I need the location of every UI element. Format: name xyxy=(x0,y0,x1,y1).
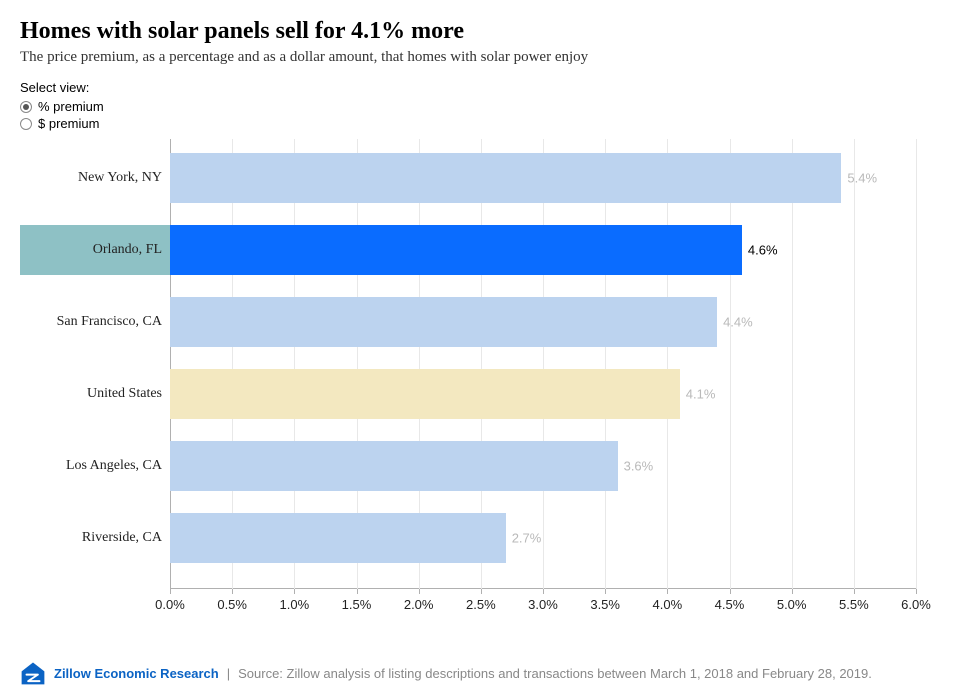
x-tick-label: 2.0% xyxy=(404,597,434,612)
bar[interactable] xyxy=(170,513,506,563)
view-option-label: % premium xyxy=(38,99,104,114)
x-tick xyxy=(170,589,171,594)
bar[interactable] xyxy=(170,297,717,347)
bar-value-label: 4.6% xyxy=(748,243,778,258)
bar-value-label: 2.7% xyxy=(512,531,542,546)
x-tick-label: 1.0% xyxy=(280,597,310,612)
y-axis-label[interactable]: San Francisco, CA xyxy=(20,297,170,347)
bar-row: 4.4% xyxy=(170,297,916,347)
x-tick xyxy=(792,589,793,594)
x-tick xyxy=(916,589,917,594)
x-tick-label: 3.0% xyxy=(528,597,558,612)
bar-row: 4.6% xyxy=(170,225,916,275)
y-axis-label[interactable]: New York, NY xyxy=(20,153,170,203)
bar-row: 4.1% xyxy=(170,369,916,419)
x-tick xyxy=(232,589,233,594)
x-tick xyxy=(667,589,668,594)
x-tick xyxy=(730,589,731,594)
footer-source: Source: Zillow analysis of listing descr… xyxy=(238,666,872,681)
x-tick-label: 5.0% xyxy=(777,597,807,612)
x-tick xyxy=(419,589,420,594)
x-tick-label: 2.5% xyxy=(466,597,496,612)
radio-icon xyxy=(20,118,32,130)
view-option-1[interactable]: $ premium xyxy=(20,116,940,131)
footer: Zillow Economic Research | Source: Zillo… xyxy=(20,660,940,686)
bar[interactable] xyxy=(170,441,618,491)
zillow-logo-icon xyxy=(20,660,46,686)
y-axis-label[interactable]: Riverside, CA xyxy=(20,513,170,563)
x-tick xyxy=(605,589,606,594)
view-option-0[interactable]: % premium xyxy=(20,99,940,114)
bar[interactable] xyxy=(170,225,742,275)
x-tick xyxy=(481,589,482,594)
bar[interactable] xyxy=(170,369,680,419)
y-axis-label[interactable]: Orlando, FL xyxy=(20,225,170,275)
bar-value-label: 4.4% xyxy=(723,315,753,330)
x-tick xyxy=(854,589,855,594)
bar-value-label: 3.6% xyxy=(624,459,654,474)
x-tick-label: 4.5% xyxy=(715,597,745,612)
y-axis-label[interactable]: Los Angeles, CA xyxy=(20,441,170,491)
bar-row: 3.6% xyxy=(170,441,916,491)
chart: 0.0% 0.5% 1.0% 1.5% 2.0% 2.5% 3.0% 3.5% 4.0% 4.5%… xyxy=(20,139,940,629)
y-axis-label[interactable]: United States xyxy=(20,369,170,419)
view-controls: Select view: % premium $ premium xyxy=(20,80,940,131)
footer-brand: Zillow Economic Research xyxy=(54,666,219,681)
x-tick xyxy=(357,589,358,594)
x-tick-label: 3.5% xyxy=(590,597,620,612)
x-tick-label: 0.0% xyxy=(155,597,185,612)
chart-plot-area: 0.0%0.5%1.0%1.5%2.0%2.5%3.0%3.5%4.0%4.5%… xyxy=(170,139,916,589)
bar-value-label: 5.4% xyxy=(847,171,877,186)
x-tick-label: 6.0% xyxy=(901,597,931,612)
page-title: Homes with solar panels sell for 4.1% mo… xyxy=(20,18,940,45)
bar[interactable] xyxy=(170,153,841,203)
x-tick-label: 1.5% xyxy=(342,597,372,612)
footer-separator: | xyxy=(227,666,230,681)
view-controls-label: Select view: xyxy=(20,80,940,95)
bar-row: 5.4% xyxy=(170,153,916,203)
bar-row: 2.7% xyxy=(170,513,916,563)
radio-icon xyxy=(20,101,32,113)
x-tick-label: 4.0% xyxy=(653,597,683,612)
gridline xyxy=(916,139,917,589)
x-tick xyxy=(294,589,295,594)
bar-value-label: 4.1% xyxy=(686,387,716,402)
page-subtitle: The price premium, as a percentage and a… xyxy=(20,49,940,66)
x-tick xyxy=(543,589,544,594)
x-tick-label: 0.5% xyxy=(217,597,247,612)
x-tick-label: 5.5% xyxy=(839,597,869,612)
view-option-label: $ premium xyxy=(38,116,99,131)
